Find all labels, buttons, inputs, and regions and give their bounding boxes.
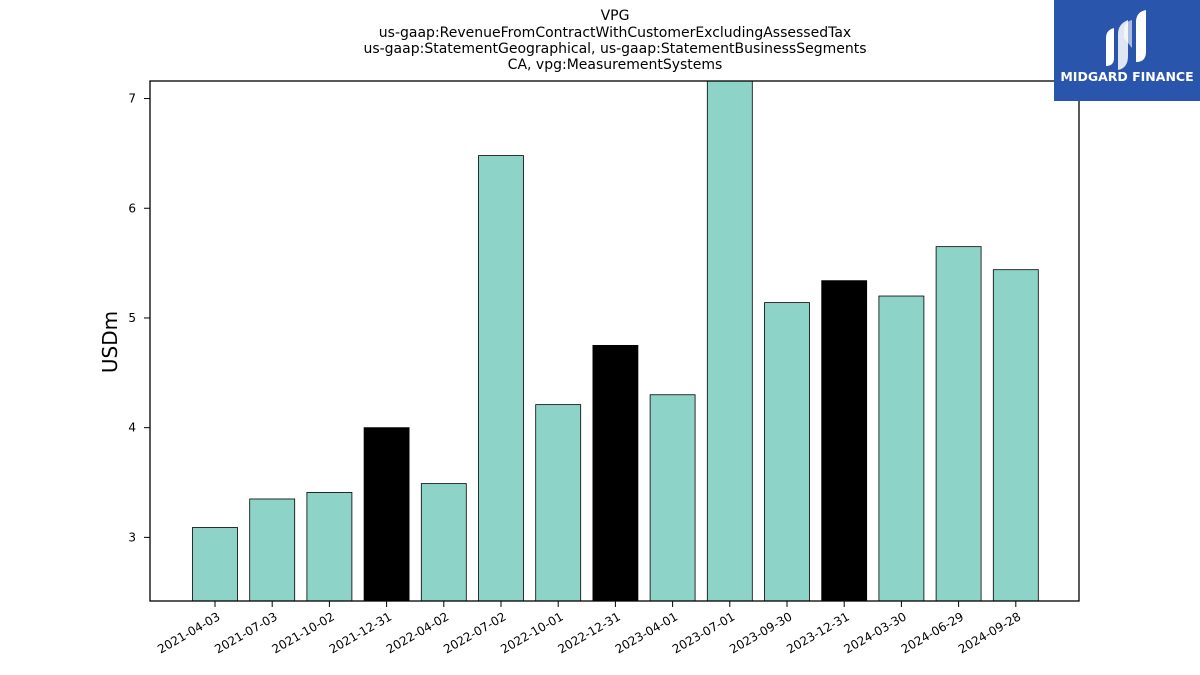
chart-title: VPG us-gaap:RevenueFromContractWithCusto… — [363, 8, 866, 73]
bar-2022-04-02 — [420, 483, 467, 602]
x-axis-ticks: 2021-04-032021-07-032021-10-022021-12-31… — [155, 601, 1023, 656]
y-tick-label: 6 — [128, 201, 136, 215]
bar-2022-10-01 — [535, 404, 582, 602]
bar-2023-09-30 — [764, 302, 810, 602]
bar-2024-03-30 — [878, 295, 925, 602]
x-tick-label: 2021-10-02 — [269, 609, 336, 656]
bar-2021-12-31 — [363, 427, 410, 602]
y-tick-label: 5 — [128, 311, 136, 325]
x-tick-label: 2024-06-29 — [899, 609, 966, 656]
x-tick-label: 2022-12-31 — [555, 609, 622, 656]
x-tick-label: 2024-09-28 — [956, 609, 1023, 656]
y-tick-label: 3 — [128, 530, 136, 544]
x-tick-label: 2024-03-30 — [841, 609, 908, 656]
x-tick-label: 2022-07-02 — [441, 609, 508, 656]
bar-2023-12-31 — [821, 280, 868, 602]
bar-2024-06-29 — [935, 246, 982, 602]
y-axis-ticks: 3 4 5 6 7 — [128, 92, 150, 544]
x-tick-label: 2023-07-01 — [670, 609, 737, 656]
title-line-3: us-gaap:StatementGeographical, us-gaap:S… — [363, 41, 866, 57]
x-tick-label: 2023-12-31 — [784, 609, 851, 656]
logo-text: MIDGARD FINANCE — [1060, 69, 1194, 84]
x-tick-label: 2022-10-01 — [498, 609, 565, 656]
bar-2022-12-31 — [592, 344, 639, 602]
x-tick-label: 2022-04-02 — [384, 609, 451, 656]
title-line-2: us-gaap:RevenueFromContractWithCustomerE… — [379, 25, 851, 41]
logo-mark-icon — [1106, 10, 1146, 70]
bar-2022-07-02 — [478, 155, 524, 602]
bar-2021-07-03 — [249, 498, 296, 602]
y-tick-label: 7 — [128, 92, 136, 106]
x-tick-label: 2021-04-03 — [155, 609, 222, 656]
y-tick-label: 4 — [128, 421, 136, 435]
bars-group — [192, 80, 1039, 602]
x-tick-label: 2023-04-01 — [613, 609, 680, 656]
title-line-4: CA, vpg:MeasurementSystems — [508, 57, 723, 73]
bar-2023-04-01 — [649, 394, 696, 602]
y-axis-label: USDm — [98, 311, 122, 373]
x-tick-label: 2021-12-31 — [327, 609, 394, 656]
plot-frame — [149, 80, 1080, 602]
x-tick-label: 2021-07-03 — [212, 609, 279, 656]
x-tick-label: 2023-09-30 — [727, 609, 794, 656]
title-line-1: VPG — [601, 8, 630, 24]
bar-2024-09-28 — [992, 269, 1039, 602]
bar-2023-07-01 — [706, 80, 753, 602]
bar-2021-10-02 — [306, 491, 353, 602]
bar-2021-04-03 — [192, 527, 238, 602]
midgard-finance-logo: MIDGARD FINANCE — [1054, 0, 1200, 101]
